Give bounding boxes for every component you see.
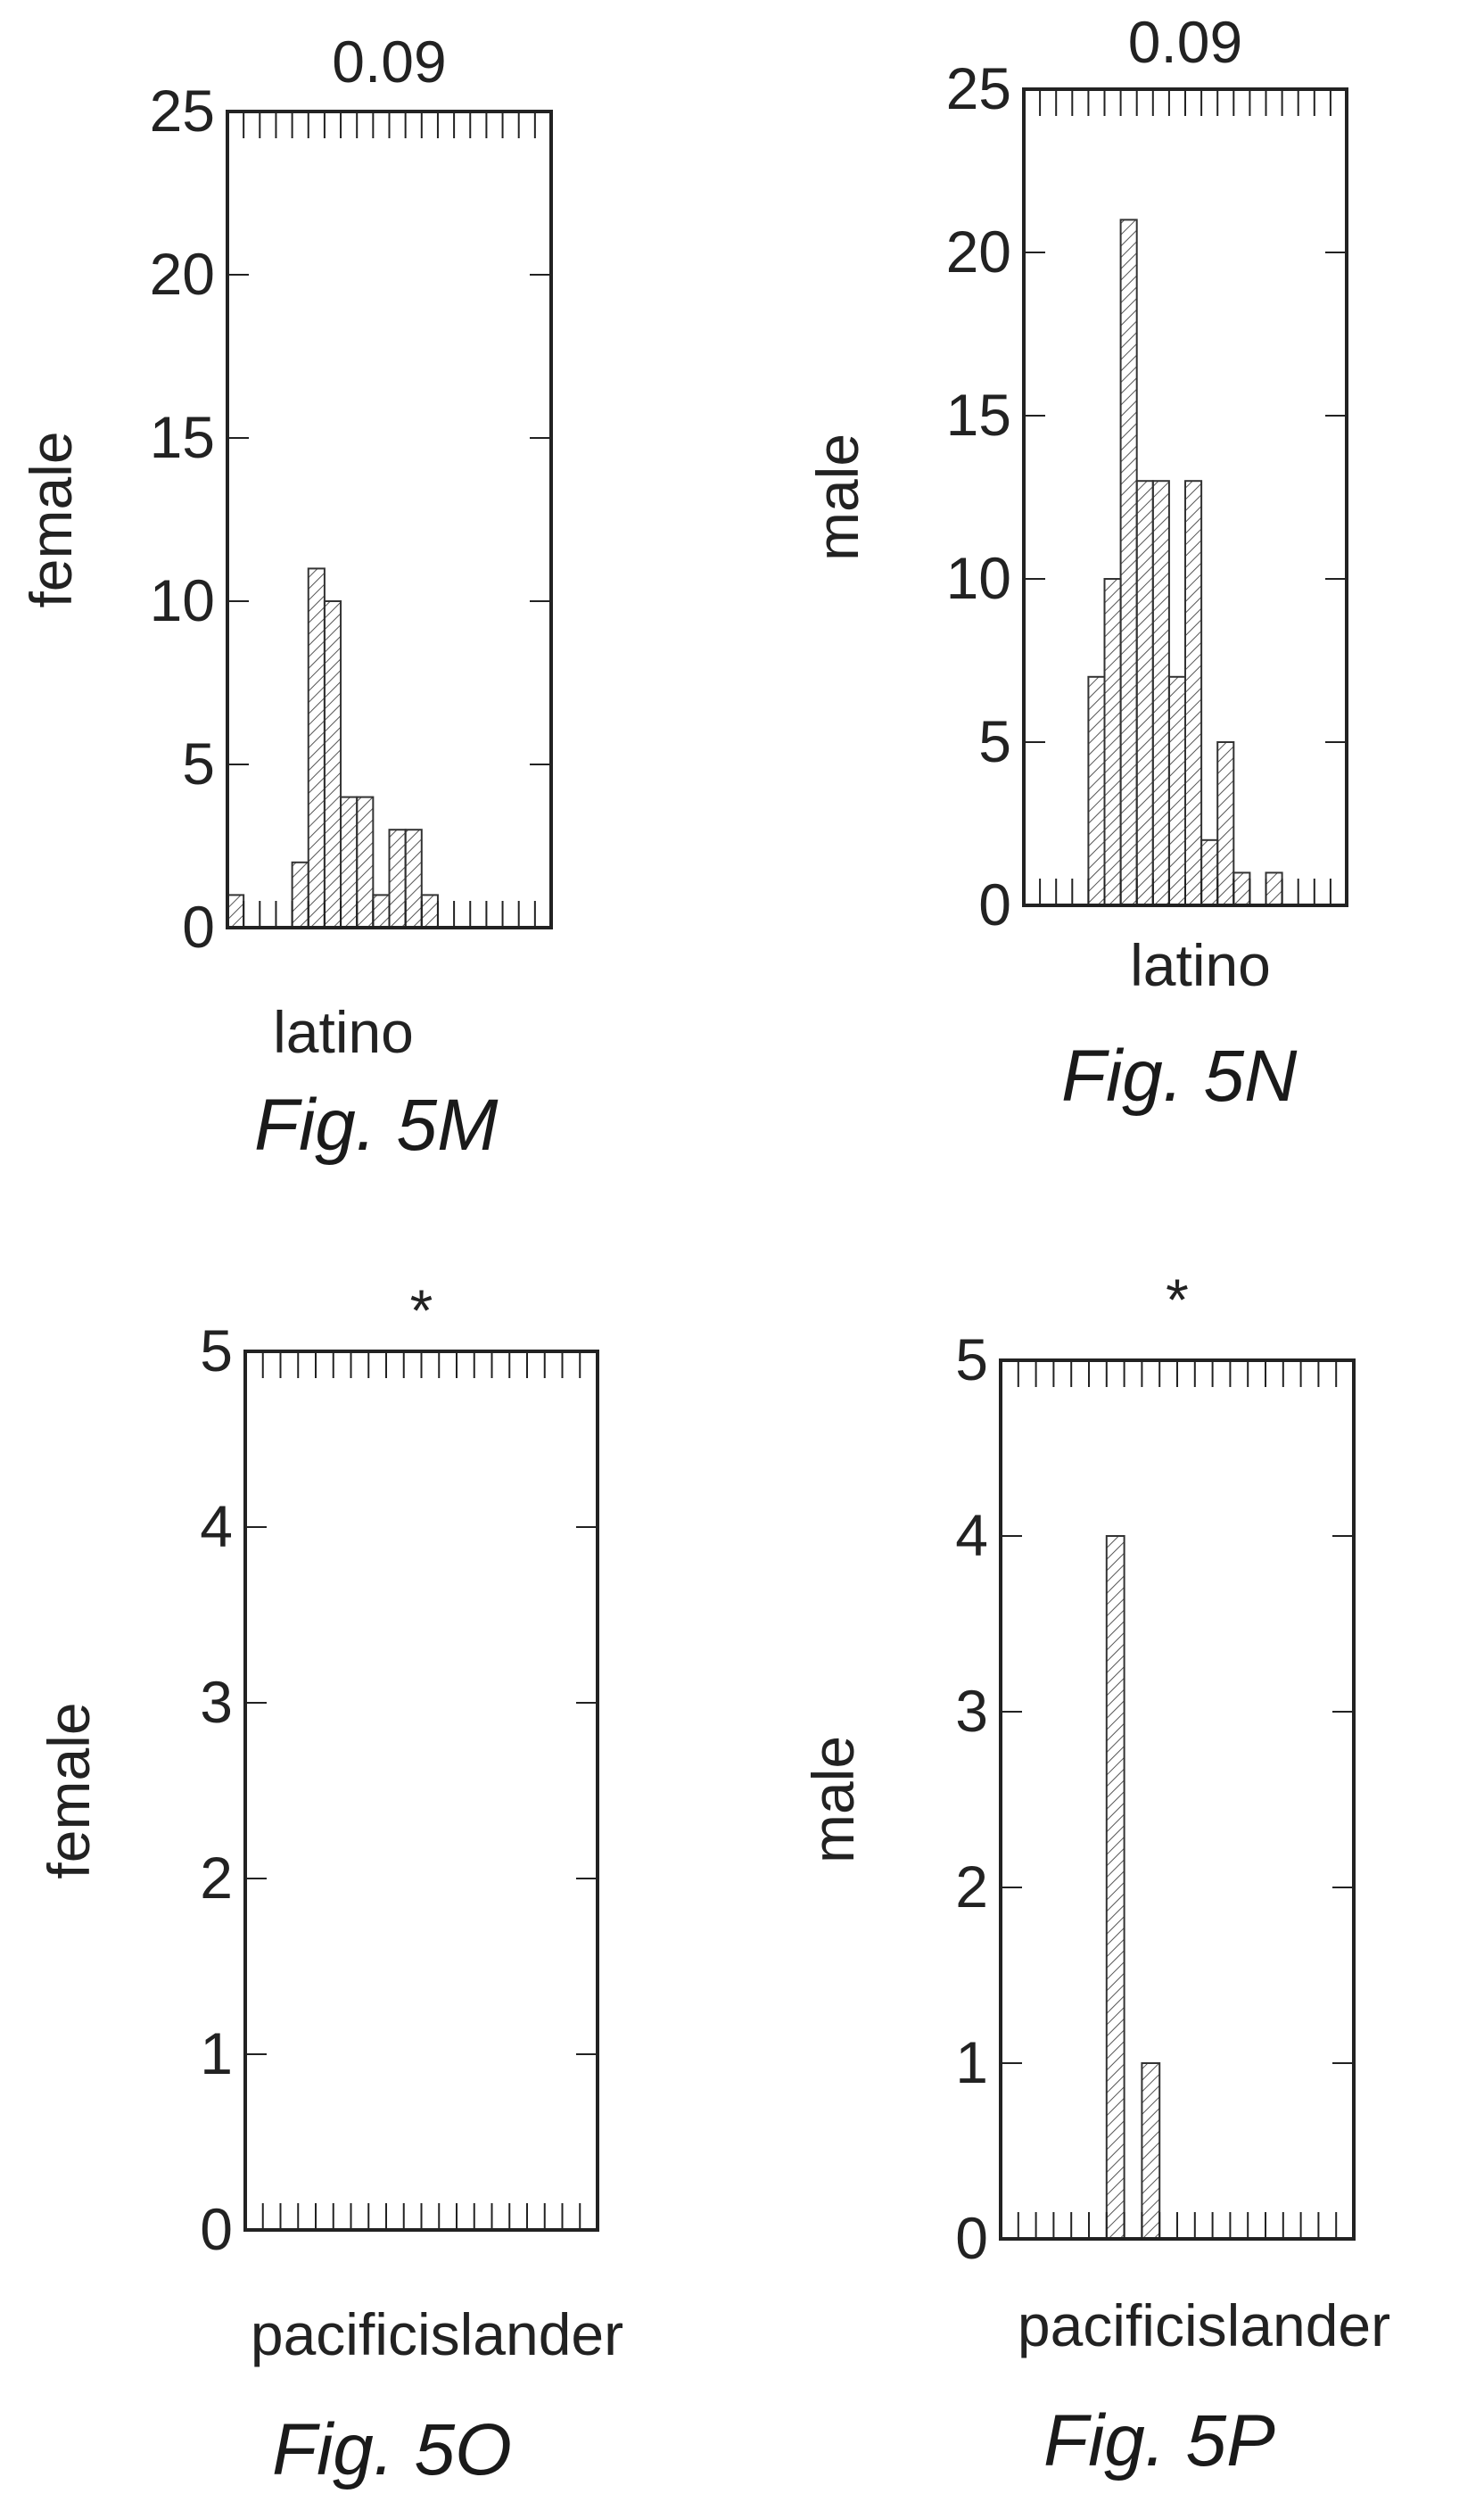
y-tick-label: 15 [150, 404, 215, 470]
histogram-bar [1119, 219, 1138, 906]
histogram-bar [1135, 480, 1154, 906]
y-tick-label: 1 [955, 2029, 988, 2095]
y-tick-label: 4 [200, 1493, 233, 1559]
y-tick-label: 0 [955, 2205, 988, 2271]
chart-panel-5o: 0 1 2 3 4 5 * female pacificislander [36, 1277, 623, 2367]
histogram-bar [291, 861, 309, 929]
y-axis-label: male [804, 434, 870, 561]
y-tick-label: 3 [955, 1678, 988, 1744]
y-tick-label: 20 [946, 219, 1011, 285]
y-tick-label: 5 [200, 1317, 233, 1383]
chart-panel-5m: 0 5 10 15 20 25 0.09 female latino [18, 29, 553, 1065]
y-tick-label: 10 [150, 567, 215, 633]
histogram-bar [323, 600, 342, 929]
y-tick-label: 0 [978, 871, 1011, 937]
histogram-bar [1141, 2062, 1161, 2240]
figure-caption-5o: Fig. 5O [272, 2409, 512, 2490]
y-axis-label: male [800, 1736, 866, 1863]
histogram-bar [420, 894, 439, 929]
x-axis-label: pacificislander [251, 2301, 623, 2367]
y-tick-label: 1 [200, 2020, 233, 2086]
histogram-bar [356, 796, 375, 929]
y-tick-label: 2 [955, 1854, 988, 1920]
y-tick-label: 0 [200, 2196, 233, 2262]
chart-title: 0.09 [1128, 9, 1242, 75]
histogram-bar [1265, 871, 1283, 907]
plot-frame [243, 1350, 599, 2232]
plot-frame [226, 110, 553, 929]
chart-panel-5n: 0 5 10 15 20 25 0.09 male latino [804, 9, 1348, 998]
histogram-bar [1216, 741, 1235, 906]
y-tick-label: 10 [946, 545, 1011, 611]
y-tick-label: 15 [946, 382, 1011, 448]
x-axis-label: latino [1130, 932, 1271, 998]
y-tick-label: 3 [200, 1669, 233, 1735]
y-tick-label: 5 [955, 1326, 988, 1392]
histogram-bar [227, 894, 245, 929]
histogram-bar [1103, 578, 1122, 906]
chart-title: * [1166, 1267, 1189, 1333]
histogram-bar [1105, 1535, 1125, 2240]
plot-frame [999, 1358, 1356, 2241]
y-tick-label: 25 [150, 78, 215, 144]
x-axis-label: latino [273, 999, 414, 1065]
histogram-bar [1200, 838, 1219, 906]
x-axis-label: pacificislander [1018, 2292, 1390, 2358]
histogram-bar [404, 829, 423, 929]
histogram-bar [388, 829, 407, 929]
chart-title: 0.09 [332, 29, 446, 95]
histogram-bar [1167, 675, 1186, 906]
y-tick-label: 5 [978, 708, 1011, 774]
y-tick-label: 0 [182, 894, 215, 960]
y-tick-label: 25 [946, 55, 1011, 121]
y-tick-label: 4 [955, 1502, 988, 1568]
histogram-bar [1233, 871, 1251, 907]
y-tick-label: 2 [200, 1845, 233, 1911]
histogram-bar [1087, 675, 1106, 906]
y-tick-label: 20 [150, 241, 215, 307]
figure-caption-5n: Fig. 5N [1061, 1036, 1298, 1117]
y-axis-label: female [36, 1702, 102, 1879]
y-axis-label: female [18, 431, 84, 607]
histogram-bar [307, 567, 326, 929]
figure-caption-5p: Fig. 5P [1043, 2400, 1275, 2481]
y-tick-label: 5 [182, 731, 215, 797]
chart-title: * [410, 1277, 433, 1343]
chart-panel-5p: 0 1 2 3 4 5 * male pacificislander [800, 1267, 1390, 2358]
histogram-bar [340, 796, 359, 929]
figure-caption-5m: Fig. 5M [254, 1085, 499, 1166]
histogram-bar [1184, 480, 1203, 906]
histogram-bar [372, 894, 391, 929]
histogram-bar [1151, 480, 1170, 906]
